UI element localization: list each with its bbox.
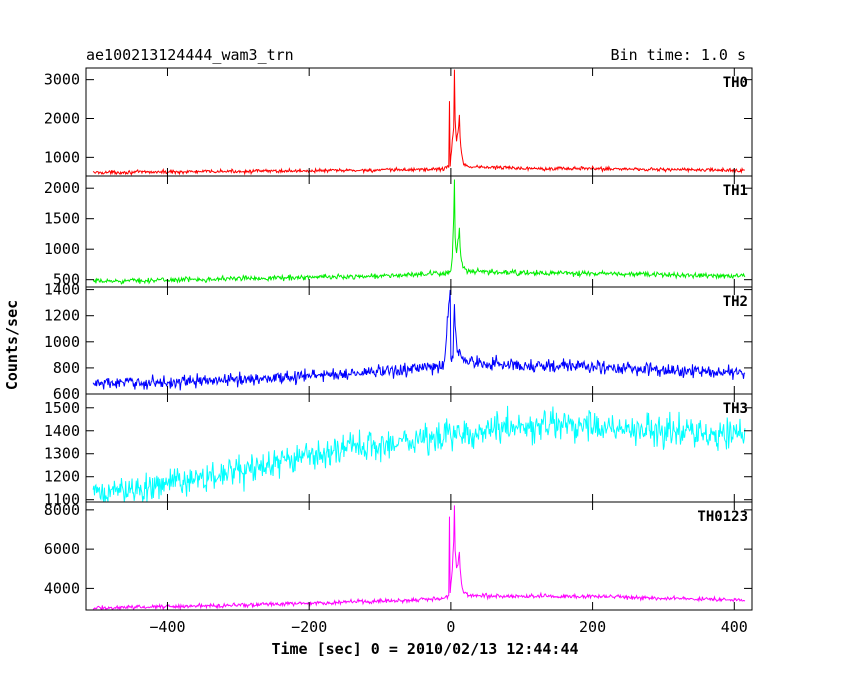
y-tick-label: 8000 (44, 501, 80, 519)
x-tick-label: 400 (721, 618, 748, 636)
y-tick-label: 2000 (44, 110, 80, 128)
panel-th3: 1100 1200 1300 1400 1500 TH3 (44, 393, 753, 509)
y-tick-label: 1000 (44, 148, 80, 166)
y-tick-label: 1400 (44, 281, 80, 299)
y-tick-label: 1500 (44, 399, 80, 417)
panel-frame (85, 501, 753, 611)
panel-label: TH3 (723, 401, 748, 417)
y-tick-label: 1200 (44, 468, 80, 486)
x-tick-label: −200 (291, 618, 327, 636)
panel-frame (85, 286, 753, 395)
y-tick-label: 1200 (44, 307, 80, 325)
series-th1 (92, 179, 746, 285)
panel-th2: 600 800 1000 1200 1400 TH2 (44, 281, 753, 403)
y-tick-label: 3000 (44, 71, 80, 89)
y-axis-label: Counts/sec (3, 300, 21, 390)
y-tick-label: 800 (53, 359, 80, 377)
y-tick-label: 4000 (44, 579, 80, 597)
panel-frame (85, 175, 753, 288)
panel-frame (85, 67, 753, 177)
panel-label: TH2 (723, 294, 748, 310)
y-tick-label: 6000 (44, 540, 80, 558)
panel-label: TH0 (723, 75, 748, 91)
y-tick-label: 2000 (44, 179, 80, 197)
series-th3 (92, 405, 746, 502)
panels-group: 1000 2000 3000 TH0 500 1000 1500 2000 TH1 600 800 1… (44, 67, 753, 611)
series-th0123 (92, 505, 746, 611)
x-axis: −400 −200 0 200 400 (149, 618, 747, 636)
x-tick-label: 200 (579, 618, 606, 636)
y-tick-label: 1400 (44, 422, 80, 440)
y-tick-label: 1100 (44, 491, 80, 509)
y-tick-label: 1300 (44, 445, 80, 463)
y-tick-label: 500 (53, 271, 80, 289)
panel-label: TH0123 (697, 509, 748, 525)
observation-id-title: ae100213124444_wam3_trn (86, 46, 294, 64)
panel-label: TH1 (723, 183, 748, 199)
x-tick-label: −400 (149, 618, 185, 636)
x-axis-label: Time [sec] 0 = 2010/02/13 12:44:44 (271, 640, 578, 658)
series-th2 (92, 289, 746, 391)
panel-th1: 500 1000 1500 2000 TH1 (44, 175, 753, 289)
bin-time-label: Bin time: 1.0 s (611, 46, 746, 64)
y-tick-label: 600 (53, 385, 80, 403)
panel-th0: 1000 2000 3000 TH0 (44, 67, 753, 177)
y-tick-label: 1000 (44, 240, 80, 258)
y-tick-label: 1500 (44, 210, 80, 228)
series-th0 (92, 69, 745, 176)
panel-th0123: 4000 6000 8000 TH0123 (44, 501, 753, 611)
x-tick-label: 0 (446, 618, 455, 636)
y-tick-label: 1000 (44, 333, 80, 351)
